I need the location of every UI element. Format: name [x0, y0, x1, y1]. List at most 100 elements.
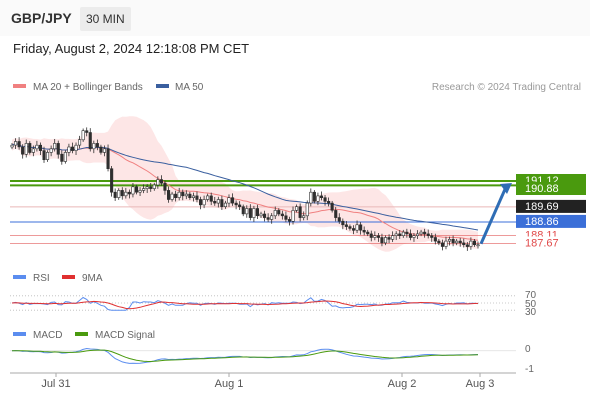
- candle-body: [85, 130, 89, 133]
- candle-body: [42, 150, 46, 161]
- rsi-ma-line: [11, 300, 479, 310]
- candle-body: [472, 240, 477, 246]
- macd-tick-0: 0: [525, 344, 531, 355]
- candle-body: [419, 231, 423, 235]
- candle-body: [53, 143, 57, 150]
- candle-body: [305, 202, 309, 217]
- candle-body: [465, 244, 469, 247]
- candle-body: [344, 224, 348, 227]
- candle-body: [451, 239, 455, 244]
- candle-body: [270, 215, 274, 220]
- candle-body: [319, 195, 324, 198]
- price-tag-bg-5: [516, 236, 586, 250]
- candle-body: [458, 240, 462, 244]
- rsi-tick-30: 30: [525, 307, 537, 318]
- candle-body: [181, 191, 185, 197]
- candle-body: [469, 240, 473, 247]
- candle-body: [38, 144, 43, 151]
- candle-body: [359, 224, 363, 231]
- candle-body: [167, 190, 171, 200]
- candle-body: [78, 139, 82, 146]
- candle-body: [241, 206, 245, 215]
- candle-body: [106, 148, 110, 170]
- ma50-legend-label: MA 50: [175, 82, 204, 93]
- x-tick-aug2: Aug 2: [388, 378, 417, 390]
- price-tag-label-3: 188.86: [525, 216, 559, 228]
- rsi-legend-swatch: [13, 275, 26, 279]
- candle-body: [14, 141, 18, 146]
- candle-body: [95, 143, 99, 148]
- symbol-title: GBP/JPY: [11, 10, 72, 26]
- candle-body: [373, 235, 377, 238]
- candle-body: [202, 199, 206, 206]
- candle-body: [120, 190, 124, 197]
- candle-body: [440, 242, 445, 247]
- ma20-legend-swatch: [13, 84, 26, 88]
- candle-body: [309, 191, 313, 204]
- candle-body: [184, 193, 188, 197]
- candle-body: [209, 195, 213, 202]
- candle-body: [387, 237, 391, 240]
- candle-body: [238, 204, 242, 207]
- candle-body: [231, 197, 235, 204]
- candle-body: [433, 237, 437, 242]
- candle-body: [312, 191, 316, 202]
- candle-body: [291, 210, 295, 222]
- rsi-tick-50: 50: [525, 299, 537, 310]
- x-tick-jul31: Jul 31: [41, 378, 70, 390]
- candle-body: [191, 195, 195, 198]
- rsi-tick-70: 70: [525, 290, 537, 301]
- candle-body: [223, 202, 227, 208]
- candle-body: [149, 186, 153, 189]
- candle-body: [88, 132, 92, 150]
- candle-body: [380, 237, 384, 244]
- candle-body: [245, 208, 249, 215]
- candle-body: [398, 233, 402, 236]
- candle-body: [142, 188, 146, 191]
- candle-body: [408, 233, 413, 238]
- candle-body: [455, 240, 459, 244]
- timeframe-button[interactable]: 30 MIN: [80, 7, 131, 31]
- rsi-ma-legend-swatch: [62, 275, 75, 279]
- candle-body: [462, 242, 466, 245]
- candle-body: [213, 201, 217, 204]
- candle-body: [67, 146, 71, 153]
- rsi-line: [11, 296, 479, 311]
- candle-body: [152, 184, 156, 189]
- candle-body: [412, 235, 416, 238]
- candle-body: [362, 230, 366, 233]
- candle-body: [476, 244, 480, 247]
- candle-body: [255, 208, 260, 216]
- candle-body: [252, 208, 256, 218]
- candle-body: [337, 217, 341, 222]
- candle-body: [24, 143, 28, 155]
- macd-signal-legend-swatch: [75, 332, 88, 336]
- candle-body: [227, 197, 231, 204]
- credit-label: Research © 2024 Trading Central: [432, 82, 581, 93]
- price-tag-bg-2: [516, 199, 586, 213]
- candle-body: [124, 191, 128, 197]
- timestamp: Friday, August 2, 2024 12:18:08 PM CET: [13, 41, 250, 56]
- candle-body: [383, 237, 388, 244]
- candle-body: [348, 226, 352, 229]
- candle-body: [316, 195, 320, 202]
- candle-body: [174, 193, 178, 199]
- candle-body: [138, 190, 142, 193]
- candle-body: [262, 213, 267, 218]
- candle-body: [56, 143, 60, 155]
- legend-layer: MA 20 + Bollinger Bands MA 50 Research ©…: [10, 82, 581, 390]
- macd-legend-label: MACD: [33, 330, 62, 341]
- candle-body: [31, 148, 35, 153]
- candle-body: [63, 152, 67, 162]
- candle-body: [341, 220, 345, 226]
- candle-body: [277, 210, 281, 215]
- candle-body: [92, 143, 96, 150]
- candle-body: [415, 233, 420, 236]
- candle-body: [156, 179, 160, 186]
- candle-body: [444, 240, 448, 247]
- candle-body: [145, 186, 149, 189]
- candle-body: [49, 148, 53, 153]
- price-tag-bg-1: [516, 182, 586, 195]
